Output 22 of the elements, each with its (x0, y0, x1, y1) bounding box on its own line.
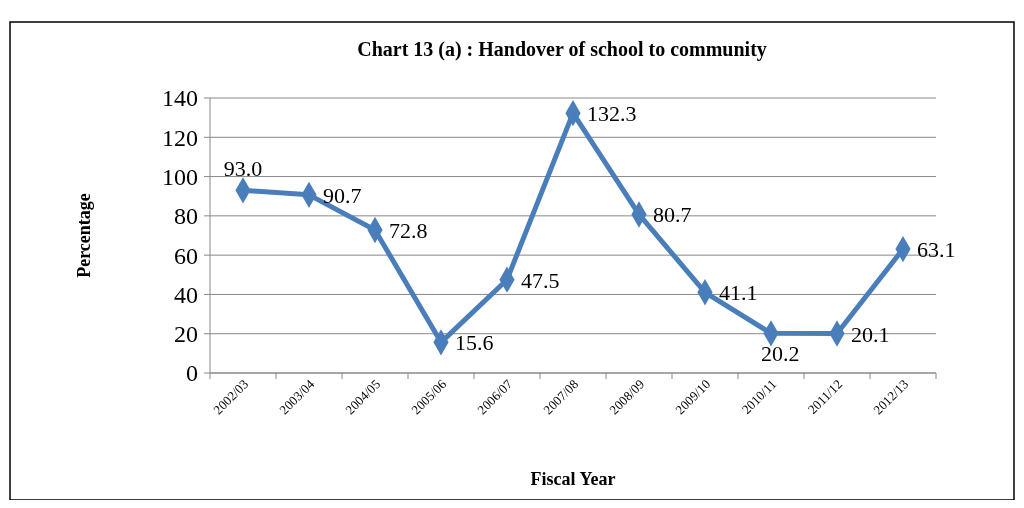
chart-title: Chart 13 (a) : Handover of school to community (357, 38, 767, 61)
data-label: 80.7 (653, 202, 692, 228)
y-tick-label: 120 (162, 124, 198, 151)
y-tick-label: 80 (174, 203, 198, 230)
x-axis-title: Fiscal Year (530, 469, 616, 489)
y-tick-label: 0 (186, 360, 198, 387)
data-label: 41.1 (719, 280, 758, 306)
y-axis-title: Percentage (74, 193, 94, 278)
y-tick-label: 60 (174, 242, 198, 269)
data-label: 63.1 (917, 237, 956, 263)
y-tick-label: 100 (162, 163, 198, 190)
data-label: 47.5 (521, 267, 560, 293)
data-label: 90.7 (323, 182, 362, 208)
data-label: 20.2 (761, 341, 800, 367)
data-label: 72.8 (389, 218, 428, 243)
y-tick-label: 140 (162, 85, 198, 112)
y-tick-label: 20 (174, 321, 198, 348)
y-tick-label: 40 (174, 281, 198, 308)
data-label: 132.3 (587, 101, 637, 127)
data-label: 15.6 (455, 330, 494, 356)
data-label: 20.1 (851, 321, 890, 347)
data-label: 93.0 (223, 156, 263, 182)
